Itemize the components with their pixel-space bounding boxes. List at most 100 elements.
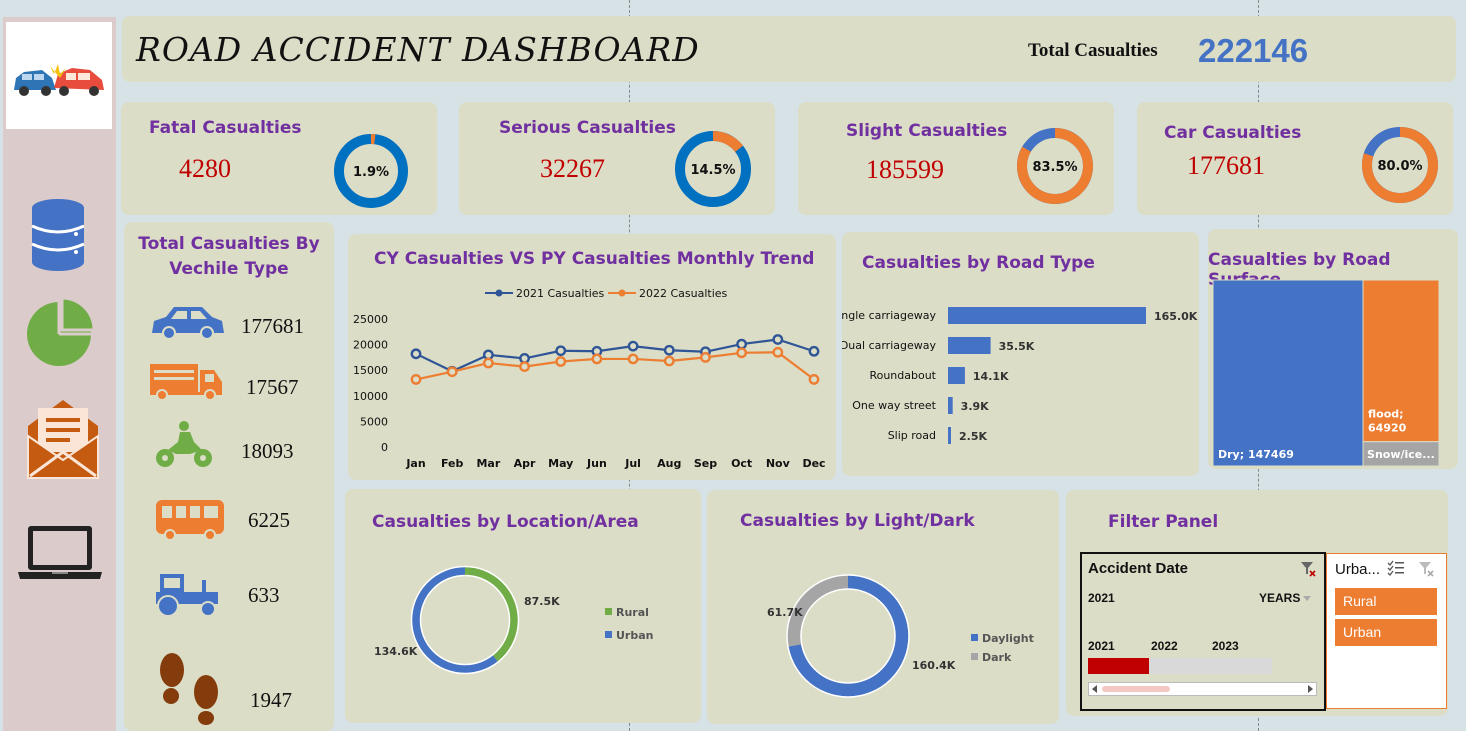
bar-category-label: Dual carriageway xyxy=(842,339,936,352)
car-icon xyxy=(152,307,224,339)
series-point xyxy=(736,338,748,350)
series-point xyxy=(700,352,711,363)
legend-label: 2021 Casualties xyxy=(516,287,605,300)
bar-value-label: 2.5K xyxy=(959,430,987,443)
laptop-icon[interactable] xyxy=(16,524,104,582)
vehicle-value: 17567 xyxy=(246,375,299,399)
legend-swatch xyxy=(971,634,978,641)
x-tick-label: Jan xyxy=(405,457,425,470)
filter-panel-title: Filter Panel xyxy=(1108,512,1219,532)
y-tick-label: 10000 xyxy=(353,390,388,403)
vehicle-value: 18093 xyxy=(241,439,294,463)
donut-slice xyxy=(787,575,909,697)
multi-select-icon[interactable] xyxy=(1387,560,1405,576)
donut-value-label: 87.5K xyxy=(524,595,560,608)
location-title: Casualties by Location/Area xyxy=(372,512,639,532)
chevron-down-icon[interactable] xyxy=(1302,595,1312,603)
donut-slice xyxy=(464,566,519,663)
scroll-right-icon[interactable] xyxy=(1305,684,1315,694)
kpi-title: Serious Casualties xyxy=(499,118,676,138)
series-point xyxy=(555,345,567,357)
series-point xyxy=(410,348,422,360)
scrollbar-thumb[interactable] xyxy=(1102,686,1170,692)
page-title: ROAD ACCIDENT DASHBOARD xyxy=(136,30,700,69)
series-line xyxy=(415,351,815,381)
database-icon[interactable] xyxy=(28,198,88,272)
x-tick-label: Dec xyxy=(802,457,825,470)
x-tick-label: Sep xyxy=(694,457,717,470)
legend-label: Rural xyxy=(616,606,649,619)
pie-chart-icon[interactable] xyxy=(24,296,96,368)
series-point xyxy=(482,357,494,369)
series-point xyxy=(627,340,639,352)
bar-value-label: 14.1K xyxy=(973,370,1009,383)
road-type-chart: Single carriageway 165.0K Dual carriageway… xyxy=(842,307,1198,444)
donut-slice xyxy=(787,575,849,647)
vehicle-value: 633 xyxy=(248,583,280,607)
kpi-donut-share xyxy=(1362,127,1438,203)
series-point xyxy=(410,374,422,385)
x-tick-label: Jul xyxy=(624,457,641,470)
area-slicer-title: Urba... xyxy=(1335,561,1381,578)
x-tick-label: Oct xyxy=(731,457,752,470)
donut-outer-edge xyxy=(786,574,910,698)
monthly-trend-chart: 25000 20000 15000 10000 5000 0 Jan Feb Mar Apr May… xyxy=(353,287,826,470)
treemap-label: flood; xyxy=(1368,408,1404,421)
timeline-scrollbar[interactable] xyxy=(1088,682,1317,696)
timeline-year[interactable]: 2022 xyxy=(1151,639,1178,653)
donut-value-label: 61.7K xyxy=(767,606,803,619)
legend-label: Dark xyxy=(982,651,1012,664)
series-point xyxy=(519,361,530,373)
legend-label: Urban xyxy=(616,629,654,642)
scroll-left-icon[interactable] xyxy=(1090,684,1100,694)
timeline-level-label[interactable]: YEARS xyxy=(1259,591,1301,605)
y-tick-label: 20000 xyxy=(353,339,388,352)
logo xyxy=(6,22,112,129)
car-crash-icon xyxy=(14,64,104,96)
treemap-tile xyxy=(1362,441,1440,467)
timeline-selected-label: 2021 xyxy=(1088,591,1115,605)
vehicle-title-line2: Vechile Type xyxy=(169,259,289,279)
header-panel xyxy=(122,16,1456,82)
kpi-title: Car Casualties xyxy=(1164,123,1302,143)
bar-category-label: Roundabout xyxy=(869,369,936,382)
series-point xyxy=(627,353,639,365)
bar-value-label: 35.5K xyxy=(999,340,1035,353)
timeline-year[interactable]: 2021 xyxy=(1088,639,1115,653)
x-tick-label: Feb xyxy=(441,457,464,470)
timeline-selection[interactable] xyxy=(1088,658,1149,674)
legend-swatch xyxy=(605,631,612,638)
series-point xyxy=(772,346,784,358)
kpi-value: 185599 xyxy=(866,155,944,184)
y-tick-label: 15000 xyxy=(353,364,388,377)
slicer-item-urban[interactable]: Urban xyxy=(1335,619,1437,646)
series-point xyxy=(808,374,820,385)
timeline-year[interactable]: 2023 xyxy=(1212,639,1239,653)
treemap-label: Snow/ice... xyxy=(1367,448,1435,461)
total-casualties-value: 222146 xyxy=(1198,32,1309,69)
kpi-value: 4280 xyxy=(179,154,231,183)
kpi-title: Fatal Casualties xyxy=(149,118,302,138)
bar xyxy=(948,307,1146,324)
x-tick-label: May xyxy=(548,457,573,470)
legend-label: 2022 Casualties xyxy=(639,287,728,300)
donut-inner-edge xyxy=(419,574,511,666)
mail-icon[interactable] xyxy=(24,396,102,480)
donut-outer-edge xyxy=(410,565,520,675)
slicer-item-rural[interactable]: Rural xyxy=(1335,588,1437,615)
donut-value-label: 134.6K xyxy=(374,645,418,658)
bus-icon xyxy=(156,500,224,541)
kpi-donut-label: 83.5% xyxy=(1032,160,1077,175)
kpi-donut-label: 1.9% xyxy=(353,165,389,180)
series-point xyxy=(446,366,458,378)
series-point xyxy=(591,353,603,365)
clear-filter-icon[interactable] xyxy=(1417,560,1435,578)
bar xyxy=(948,337,991,354)
series-point xyxy=(663,344,675,356)
kpi-donut-share xyxy=(1017,128,1093,204)
clear-filter-icon[interactable] xyxy=(1299,560,1317,578)
series-point xyxy=(808,345,820,357)
series-point xyxy=(663,355,675,367)
y-tick-label: 5000 xyxy=(360,415,388,428)
light-dark-chart: 160.4K 61.7K Daylight Dark xyxy=(767,574,1034,698)
